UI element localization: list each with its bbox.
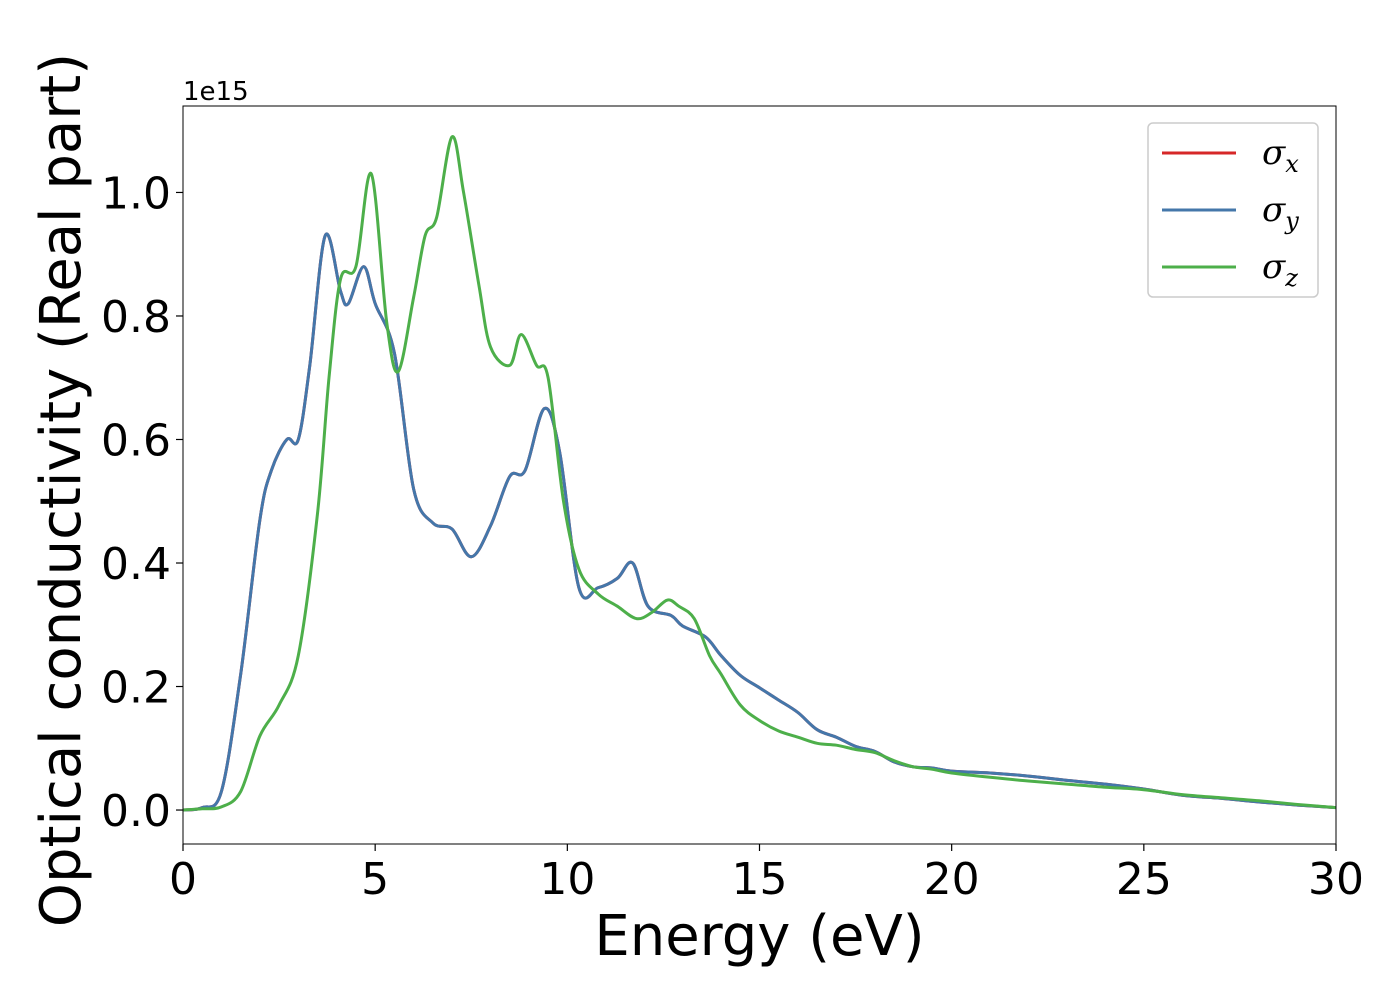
y-tick-label: 0.8 [101, 292, 171, 343]
x-axis: 0 5 10 15 20 25 30 [169, 844, 1364, 905]
y-tick-label: 0.4 [101, 539, 171, 590]
legend: σx σy σz [1147, 122, 1319, 298]
y-axis: 0.0 0.2 0.4 0.6 0.8 1.0 [101, 168, 183, 837]
y-offset-text: 1e15 [183, 77, 249, 107]
legend-label-z: σz [1262, 247, 1298, 292]
series-line-y [182, 232, 1337, 812]
legend-label-x: σx [1262, 133, 1299, 178]
y-tick-label: 1.0 [101, 168, 171, 219]
x-tick-label: 20 [924, 854, 980, 905]
x-axis-title: Energy (eV) [594, 904, 924, 969]
x-tick-label: 30 [1308, 854, 1364, 905]
x-tick-label: 25 [1116, 854, 1172, 905]
x-tick-label: 15 [732, 854, 788, 905]
series-layer [182, 135, 1337, 812]
x-tick-label: 0 [169, 854, 197, 905]
x-tick-label: 5 [361, 854, 389, 905]
y-tick-label: 0.2 [101, 663, 171, 714]
legend-label-y: σy [1262, 190, 1299, 235]
y-tick-label: 0.0 [101, 786, 171, 837]
x-tick-label: 10 [539, 854, 595, 905]
y-axis-title: Optical conductivity (Real part) [29, 53, 94, 927]
series-line-z [182, 135, 1337, 812]
y-tick-label: 0.6 [101, 415, 171, 466]
